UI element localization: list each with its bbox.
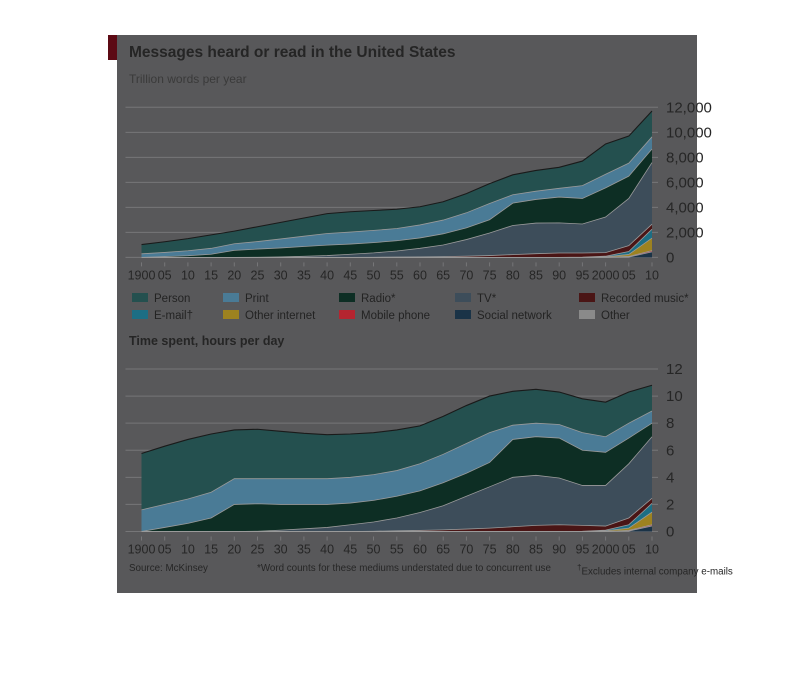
svg-text:25: 25 bbox=[251, 543, 265, 557]
svg-text:30: 30 bbox=[274, 543, 288, 557]
svg-text:40: 40 bbox=[320, 543, 334, 557]
svg-text:90: 90 bbox=[552, 543, 566, 557]
svg-text:95: 95 bbox=[575, 543, 589, 557]
svg-text:75: 75 bbox=[483, 543, 497, 557]
svg-text:45: 45 bbox=[343, 543, 357, 557]
svg-text:05: 05 bbox=[622, 543, 636, 557]
svg-text:6: 6 bbox=[666, 442, 674, 459]
svg-text:70: 70 bbox=[459, 543, 473, 557]
svg-text:20: 20 bbox=[227, 543, 241, 557]
svg-text:2: 2 bbox=[666, 496, 674, 513]
svg-text:65: 65 bbox=[436, 543, 450, 557]
svg-text:05: 05 bbox=[158, 543, 172, 557]
svg-text:60: 60 bbox=[413, 543, 427, 557]
svg-text:12: 12 bbox=[666, 361, 683, 378]
svg-text:10: 10 bbox=[645, 543, 659, 557]
svg-text:0: 0 bbox=[666, 524, 674, 541]
svg-text:50: 50 bbox=[367, 543, 381, 557]
svg-text:85: 85 bbox=[529, 543, 543, 557]
svg-text:80: 80 bbox=[506, 543, 520, 557]
svg-text:15: 15 bbox=[204, 543, 218, 557]
svg-text:4: 4 bbox=[666, 469, 674, 486]
svg-text:2000: 2000 bbox=[592, 543, 620, 557]
svg-text:55: 55 bbox=[390, 543, 404, 557]
svg-text:10: 10 bbox=[666, 388, 683, 405]
svg-text:1900: 1900 bbox=[128, 543, 156, 557]
svg-text:8: 8 bbox=[666, 415, 674, 432]
svg-text:35: 35 bbox=[297, 543, 311, 557]
svg-text:10: 10 bbox=[181, 543, 195, 557]
